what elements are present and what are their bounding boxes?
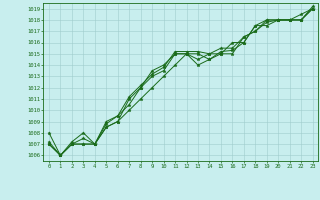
Text: Graphe pression niveau de la mer (hPa): Graphe pression niveau de la mer (hPa) <box>72 184 248 193</box>
